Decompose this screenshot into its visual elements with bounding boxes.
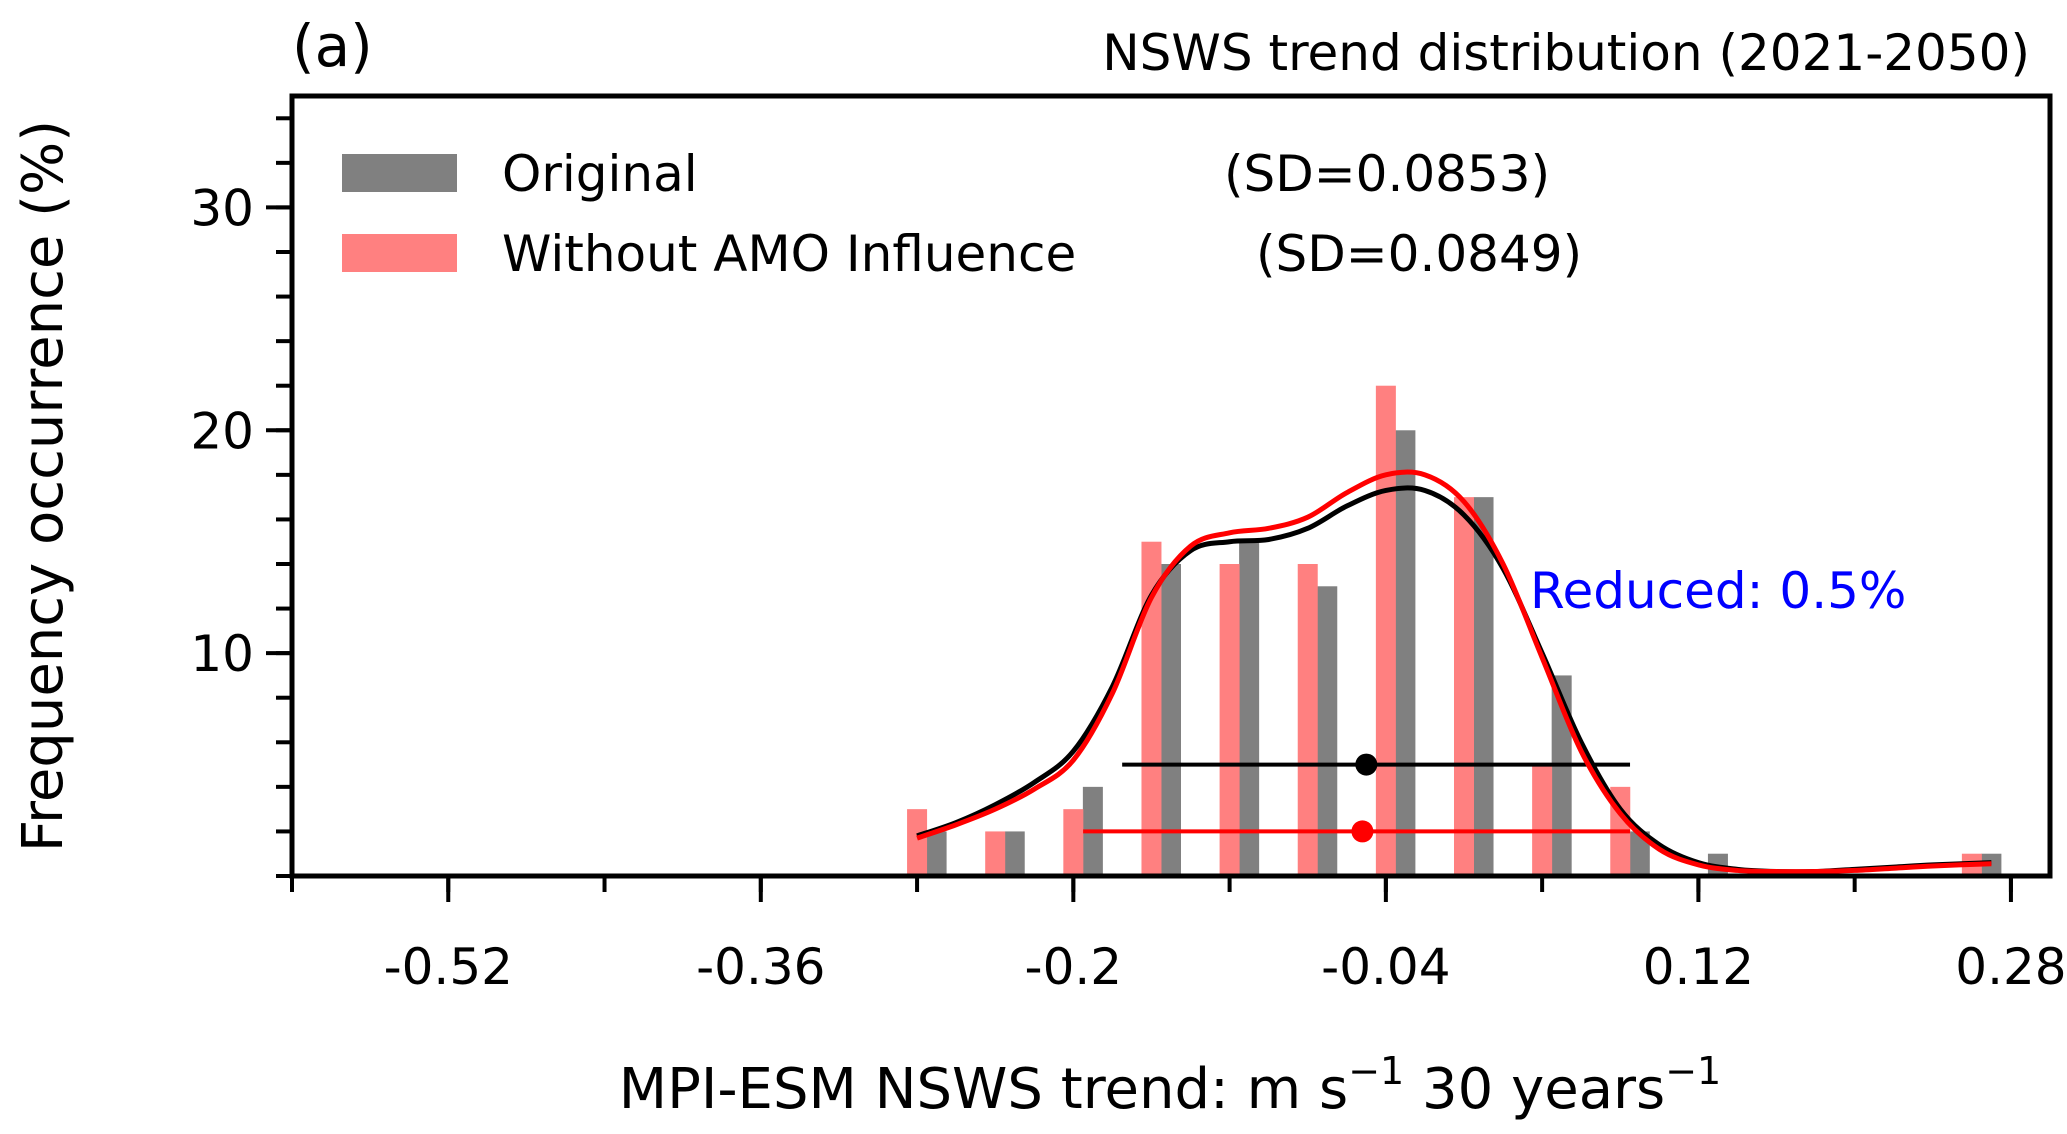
kde-curve <box>916 469 1992 875</box>
range-layer <box>1083 753 1631 843</box>
x-axis-label: MPI-ESM NSWS trend: m s−1 30 years−1 <box>619 1049 1721 1122</box>
panel-label: (a) <box>292 12 373 80</box>
mean-marker <box>1351 820 1374 843</box>
histogram-bar <box>1629 831 1650 876</box>
histogram-bar <box>1239 541 1260 876</box>
x-tick-label: -0.2 <box>1025 938 1123 996</box>
x-axis: -0.52 -0.36 -0.2 -0.04 0.12 0.28 <box>290 876 2067 996</box>
y-axis-label: Frequency occurrence (%) <box>11 120 76 852</box>
y-tick-label: 20 <box>190 402 254 460</box>
histogram-bar <box>1141 541 1162 876</box>
histogram-bar <box>1161 564 1181 876</box>
x-tick-label: -0.52 <box>384 938 513 996</box>
histogram-bar <box>1532 764 1553 876</box>
histogram-bar <box>1375 385 1396 876</box>
histogram-bar <box>1473 497 1494 876</box>
chart-title: NSWS trend distribution (2021-2050) <box>1102 24 2030 82</box>
histogram-bar <box>1219 564 1240 876</box>
histogram-bar <box>1063 809 1084 876</box>
y-tick-label: 10 <box>190 625 254 683</box>
bars-layer <box>907 385 2002 876</box>
histogram-bar <box>1551 675 1572 876</box>
histogram-bar <box>1317 586 1338 876</box>
kde-curves-layer <box>916 469 1992 875</box>
x-tick-label: 0.12 <box>1643 938 1754 996</box>
histogram-bar <box>907 809 928 876</box>
legend-label-original: Original <box>502 145 698 203</box>
legend-swatch-original <box>342 154 457 192</box>
x-tick-label: -0.36 <box>696 938 825 996</box>
legend: Original (SD=0.0853) Without AMO Influen… <box>342 145 1582 283</box>
legend-label-without-amo: Without AMO Influence <box>502 225 1076 283</box>
x-tick-label: 0.28 <box>1955 938 2066 996</box>
histogram-bar <box>926 831 947 876</box>
histogram-bar <box>1454 497 1474 876</box>
histogram-bar <box>1395 430 1416 876</box>
reduction-annotation: Reduced: 0.5% <box>1530 562 1906 620</box>
mean-marker <box>1355 753 1378 776</box>
plot-frame <box>289 93 2053 879</box>
x-tick-label: -0.04 <box>1321 938 1450 996</box>
legend-sd-without-amo: (SD=0.0849) <box>1256 225 1582 283</box>
y-axis: 10 20 30 <box>190 116 292 878</box>
histogram-bar <box>1297 564 1318 876</box>
legend-swatch-without-amo <box>342 234 457 272</box>
legend-sd-original: (SD=0.0853) <box>1224 145 1550 203</box>
histogram-bar <box>1004 831 1025 876</box>
histogram-bar <box>985 831 1006 876</box>
y-tick-label: 30 <box>190 179 254 237</box>
